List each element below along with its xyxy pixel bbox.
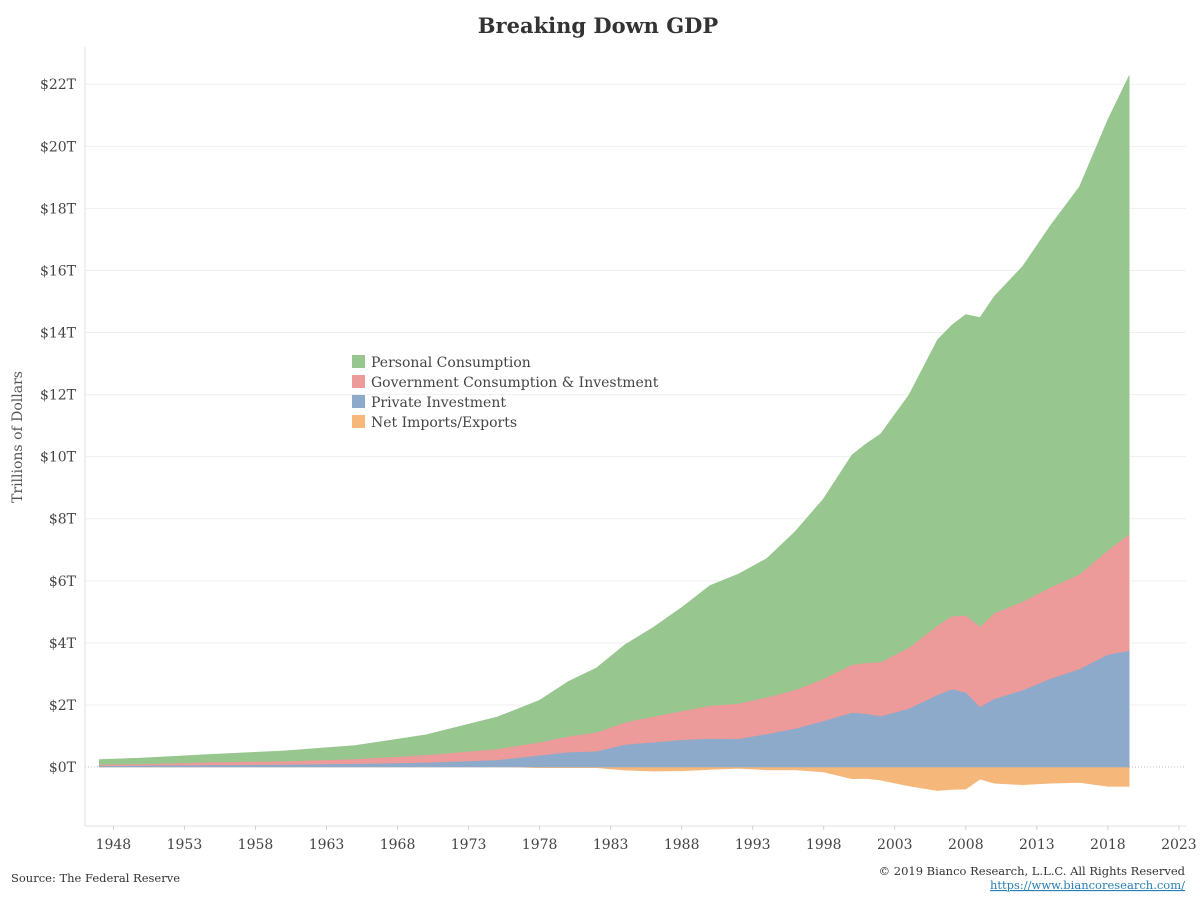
website-link[interactable]: https://www.biancoresearch.com/ (990, 878, 1185, 892)
legend-label-private-investment: Private Investment (371, 395, 506, 411)
y-tick-label: $4T (49, 636, 77, 652)
y-tick-label: $0T (49, 760, 77, 776)
chart-title: Breaking Down GDP (478, 13, 719, 38)
x-tick-label: 2008 (948, 837, 984, 853)
x-tick-label: 1973 (451, 837, 487, 853)
legend-label-government-consumption-investment: Government Consumption & Investment (371, 375, 659, 391)
y-tick-label: $22T (40, 77, 77, 93)
plot-area (98, 75, 1130, 791)
x-tick-label: 1948 (96, 837, 132, 853)
y-tick-label: $16T (40, 263, 77, 279)
x-tick-label: 1993 (735, 837, 771, 853)
x-tick-label: 1963 (309, 837, 345, 853)
y-tick-label: $2T (49, 698, 77, 714)
x-tick-label: 1998 (806, 837, 842, 853)
area-personal-consumption (98, 75, 1130, 765)
legend-swatch-personal-consumption (352, 355, 365, 368)
y-tick-label: $8T (49, 512, 77, 528)
y-axis-label: Trillions of Dollars (10, 371, 26, 503)
x-tick-label: 1988 (664, 837, 700, 853)
x-tick-label: 1958 (238, 837, 274, 853)
y-tick-label: $10T (40, 450, 77, 466)
copyright-note: © 2019 Bianco Research, L.L.C. All Right… (879, 864, 1186, 878)
x-tick-label: 2023 (1161, 837, 1197, 853)
legend-swatch-government-consumption-investment (352, 375, 365, 388)
source-note: Source: The Federal Reserve (11, 871, 180, 885)
y-tick-label: $12T (40, 388, 77, 404)
legend-label-net-imports-exports: Net Imports/Exports (371, 415, 517, 431)
y-tick-label: $14T (40, 326, 77, 342)
x-tick-label: 2018 (1090, 837, 1126, 853)
legend-label-personal-consumption: Personal Consumption (371, 355, 531, 371)
legend: Personal Consumption Government Consumpti… (352, 355, 659, 431)
legend-swatch-net-imports-exports (352, 415, 365, 428)
legend-swatch-private-investment (352, 395, 365, 408)
x-tick-label: 1983 (593, 837, 629, 853)
x-tick-label: 2003 (877, 837, 913, 853)
y-tick-label: $18T (40, 201, 77, 217)
x-tick-label: 1978 (522, 837, 558, 853)
y-tick-label: $20T (40, 139, 77, 155)
x-tick-label: 1953 (167, 837, 203, 853)
x-tick-label: 1968 (380, 837, 416, 853)
area-net-imports-exports (98, 766, 1130, 791)
axes: $0T $2T $4T $6T $8T $10T $12T $14T $16T $18T $20T $… (40, 47, 1197, 853)
x-tick-label: 2013 (1019, 837, 1055, 853)
y-tick-label: $6T (49, 574, 77, 590)
